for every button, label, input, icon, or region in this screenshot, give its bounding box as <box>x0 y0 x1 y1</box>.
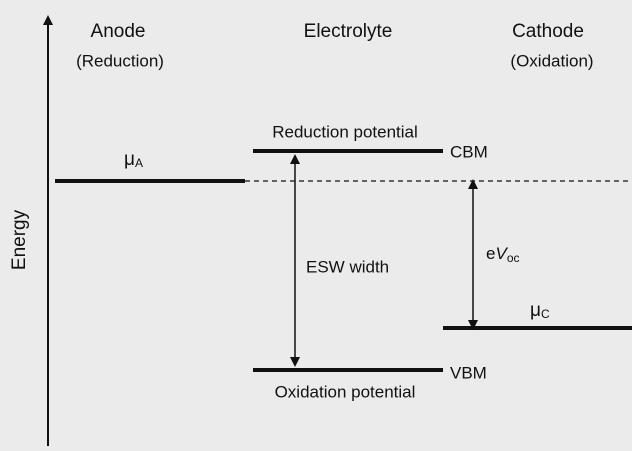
level-symbol: μC <box>530 300 550 321</box>
subscript: A <box>135 156 143 170</box>
subscript: oc <box>507 251 520 265</box>
column-subtitle: (Reduction) <box>76 51 164 70</box>
symbol: μ <box>530 300 541 321</box>
level-tag: CBM <box>450 142 488 161</box>
arrow-label: ESW width <box>306 257 389 276</box>
symbol: μ <box>124 149 135 170</box>
prefix: e <box>486 244 495 263</box>
level-label: Reduction potential <box>272 122 418 141</box>
subscript: C <box>541 307 550 321</box>
column-title: Cathode <box>512 21 584 42</box>
level-label: Oxidation potential <box>275 382 416 401</box>
column-subtitle: (Oxidation) <box>510 51 593 70</box>
level-tag: VBM <box>450 363 487 382</box>
symbol: V <box>495 244 508 263</box>
arrow-label: eVoc <box>486 244 520 265</box>
axis-label: Energy <box>9 209 30 270</box>
column-title: Electrolyte <box>304 21 393 42</box>
level-symbol: μA <box>124 149 143 170</box>
column-title: Anode <box>91 21 146 42</box>
